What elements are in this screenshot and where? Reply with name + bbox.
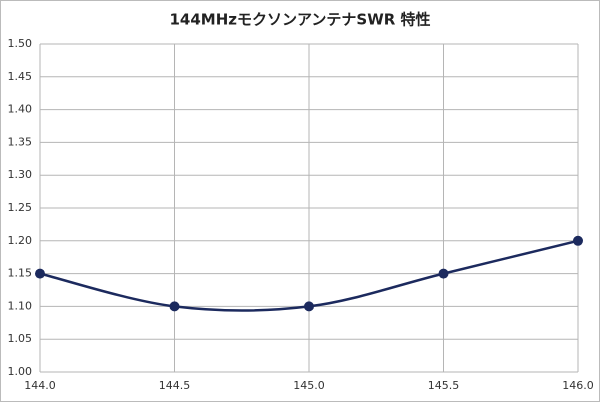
y-tick-label: 1.20: [8, 234, 33, 247]
y-tick-label: 1.00: [8, 365, 33, 378]
y-tick-label: 1.35: [8, 135, 33, 148]
x-tick-label: 146.0: [562, 379, 594, 392]
y-tick-label: 1.50: [8, 37, 33, 50]
data-point: [438, 268, 449, 279]
x-tick-label: 144.0: [24, 379, 56, 392]
data-point: [573, 235, 583, 246]
y-tick-label: 1.45: [8, 70, 33, 83]
y-tick-label: 1.10: [8, 299, 33, 312]
x-tick-label: 144.5: [159, 379, 191, 392]
data-point: [35, 268, 45, 279]
chart-title: 144MHzモクソンアンテナSWR 特性: [169, 11, 430, 29]
x-tick-label: 145.5: [428, 379, 460, 392]
y-tick-label: 1.30: [8, 168, 33, 181]
y-tick-label: 1.05: [8, 332, 33, 345]
y-tick-label: 1.15: [8, 267, 33, 280]
data-point: [169, 301, 180, 312]
y-tick-label: 1.40: [8, 103, 33, 116]
y-tick-label: 1.25: [8, 201, 33, 214]
x-tick-label: 145.0: [293, 379, 325, 392]
data-point: [304, 301, 314, 312]
